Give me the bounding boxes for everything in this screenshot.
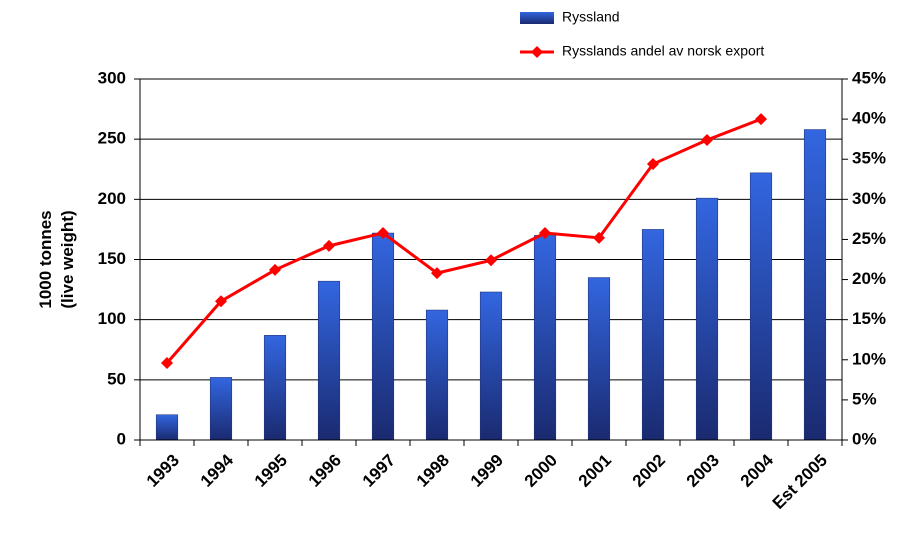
y2-tick-label: 40% — [852, 109, 886, 128]
bar — [749, 172, 773, 441]
bar — [587, 277, 611, 441]
line-marker — [485, 254, 497, 267]
y-axis-label-line: 1000 tonnes — [36, 210, 55, 308]
x-tick-label: 1993 — [143, 451, 183, 491]
bar — [803, 129, 827, 441]
y2-tick-label: 10% — [852, 349, 886, 368]
y-axis-label: 1000 tonnes (live weight) — [36, 210, 77, 308]
x-tick-label: 1999 — [467, 451, 507, 491]
x-tick-label: 2004 — [737, 450, 778, 491]
line-marker — [755, 113, 767, 126]
legend-swatch — [520, 12, 554, 24]
y-tick-label: 300 — [98, 68, 126, 87]
line-marker — [323, 239, 335, 252]
line-marker — [539, 227, 551, 240]
y2-tick-label: 35% — [852, 149, 886, 168]
y-tick-label: 200 — [98, 189, 126, 208]
x-tick-label: 1996 — [305, 451, 345, 491]
bar — [209, 377, 233, 441]
x-tick-label: Est 2005 — [769, 451, 831, 513]
y-tick-label: 50 — [107, 369, 126, 388]
x-tick-label: 1997 — [359, 451, 399, 491]
x-tick-label: 2003 — [683, 451, 723, 491]
line — [165, 117, 762, 364]
line-marker — [161, 356, 173, 369]
x-tick-label: 1995 — [251, 451, 291, 491]
line-marker — [593, 231, 605, 244]
line-marker — [377, 227, 389, 240]
y2-tick-label: 25% — [852, 229, 886, 248]
legend-label: Ryssland — [562, 9, 620, 25]
legend-marker — [531, 46, 543, 58]
y-tick-label: 100 — [98, 309, 126, 328]
bar — [641, 229, 665, 441]
bar — [317, 280, 341, 441]
y-tick-label: 0 — [117, 429, 126, 448]
y2-tick-label: 5% — [852, 389, 877, 408]
line-marker — [269, 263, 281, 276]
y2-tick-label: 15% — [852, 309, 886, 328]
bar — [533, 235, 557, 441]
bar — [425, 309, 449, 441]
y-axis-label-line: (live weight) — [58, 210, 77, 308]
y2-tick-label: 45% — [852, 68, 886, 87]
y2-tick-label: 0% — [852, 429, 877, 448]
x-tick-label: 1994 — [197, 450, 238, 491]
line-marker — [215, 295, 227, 308]
y2-tick-label: 20% — [852, 269, 886, 288]
bar — [155, 414, 179, 441]
y2-tick-label: 30% — [852, 189, 886, 208]
x-tick-label: 2001 — [575, 451, 615, 491]
bar — [479, 291, 503, 441]
line-marker — [701, 133, 713, 146]
bar — [695, 197, 719, 441]
bar — [263, 335, 287, 441]
line-marker — [647, 158, 659, 171]
x-tick-label: 1998 — [413, 451, 453, 491]
legend-label: Rysslands andel av norsk export — [562, 43, 764, 59]
x-tick-label: 2002 — [629, 451, 669, 491]
y-tick-label: 250 — [98, 129, 126, 148]
line-marker — [431, 267, 443, 280]
y-tick-label: 150 — [98, 249, 126, 268]
x-tick-label: 2000 — [521, 451, 561, 491]
bar — [371, 232, 395, 441]
